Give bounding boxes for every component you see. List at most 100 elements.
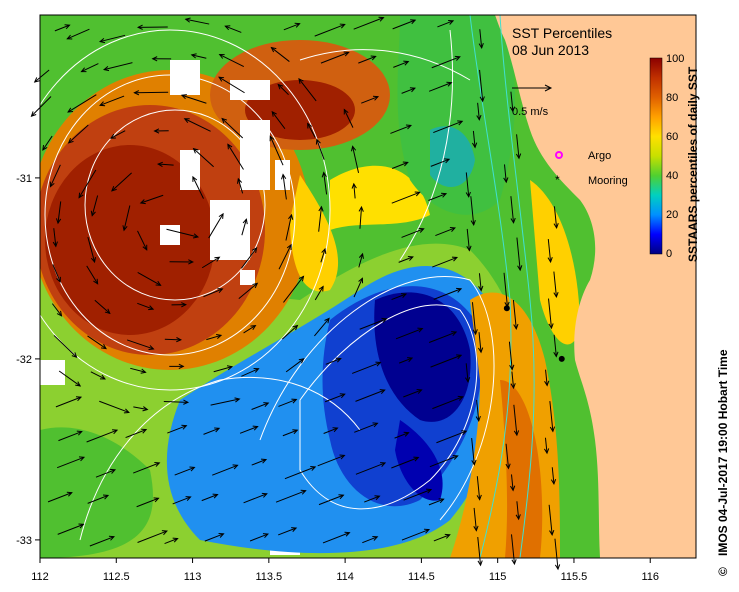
current-arrow bbox=[285, 214, 293, 241]
current-arrow-head bbox=[543, 448, 550, 455]
current-arrow bbox=[403, 389, 422, 398]
current-arrow bbox=[57, 201, 62, 224]
current-arrow-head bbox=[517, 265, 523, 272]
current-arrow bbox=[285, 358, 305, 373]
current-arrow-head bbox=[511, 559, 517, 566]
current-arrow bbox=[516, 501, 520, 520]
x-tick-label: 113 bbox=[184, 571, 202, 583]
colorbar: 100 80 60 40 20 0 SSTAARS percentiles of… bbox=[649, 53, 700, 262]
current-arrow-head bbox=[184, 17, 191, 23]
current-arrow-head bbox=[298, 77, 304, 84]
current-arrow-head bbox=[178, 363, 185, 370]
current-arrow bbox=[269, 136, 284, 166]
current-arrow-head bbox=[271, 110, 277, 117]
current-arrow-head bbox=[226, 365, 234, 371]
current-arrow-head bbox=[52, 241, 58, 248]
current-arrow-head bbox=[33, 77, 40, 83]
current-arrow-head bbox=[78, 456, 86, 462]
colorbar-label: SSTAARS percentiles of daily SST bbox=[686, 66, 700, 262]
current-arrow-head bbox=[343, 51, 350, 57]
current-arrow bbox=[111, 172, 132, 192]
current-arrow bbox=[278, 527, 297, 536]
x-tick-label: 112.5 bbox=[103, 571, 130, 583]
mooring-marker-icon: * bbox=[555, 173, 560, 187]
current-arrow-head bbox=[102, 66, 110, 72]
current-arrow bbox=[58, 431, 82, 442]
current-arrow bbox=[271, 47, 290, 62]
current-arrow bbox=[90, 371, 106, 380]
current-arrow-head bbox=[214, 256, 221, 262]
current-arrow bbox=[544, 437, 548, 454]
current-arrow-head bbox=[510, 217, 516, 224]
current-arrow-head bbox=[547, 257, 553, 264]
current-arrow bbox=[391, 293, 407, 301]
y-tick-label: -33 bbox=[16, 535, 32, 547]
current-arrow-head bbox=[298, 275, 305, 282]
current-arrow-head bbox=[449, 227, 456, 232]
legend: Argo * Mooring bbox=[555, 150, 628, 187]
current-arrow bbox=[324, 393, 345, 403]
current-arrow bbox=[391, 457, 419, 469]
current-arrow bbox=[548, 298, 552, 329]
y-tick-label: -32 bbox=[16, 354, 32, 366]
current-arrow bbox=[437, 20, 454, 28]
current-arrow bbox=[103, 62, 133, 71]
current-arrow-head bbox=[218, 54, 225, 59]
current-arrow-head bbox=[300, 489, 307, 495]
current-arrow-head bbox=[374, 495, 381, 501]
current-arrow-head bbox=[400, 293, 408, 298]
current-arrow-head bbox=[250, 324, 257, 331]
current-arrow-head bbox=[307, 122, 313, 129]
current-arrow bbox=[318, 494, 344, 506]
current-arrow-head bbox=[423, 528, 431, 534]
current-arrow bbox=[362, 536, 378, 544]
current-arrow-head bbox=[71, 352, 78, 358]
current-arrow-head bbox=[410, 19, 417, 25]
mooring-marker bbox=[558, 355, 565, 362]
current-arrow-head bbox=[76, 430, 83, 436]
current-arrow bbox=[320, 51, 349, 64]
map-title: SST Percentiles bbox=[512, 25, 612, 41]
current-arrow-head bbox=[315, 138, 321, 145]
current-arrow-head bbox=[291, 527, 298, 532]
current-arrow-head bbox=[66, 34, 73, 40]
current-arrow-head bbox=[446, 81, 453, 87]
current-arrow-head bbox=[286, 243, 292, 250]
current-arrow-head bbox=[503, 177, 509, 184]
current-arrow bbox=[511, 474, 514, 491]
current-arrow-head bbox=[339, 454, 346, 460]
current-arrow bbox=[479, 69, 484, 102]
current-arrow-head bbox=[318, 285, 324, 292]
current-arrow-head bbox=[358, 252, 364, 259]
current-arrow bbox=[78, 169, 97, 198]
current-arrow bbox=[353, 17, 384, 30]
current-arrow-head bbox=[66, 491, 73, 497]
current-arrow-head bbox=[155, 280, 162, 286]
current-arrow bbox=[94, 299, 111, 314]
credit-text: IMOS 04-Jul-2017 19:00 Hobart Time bbox=[716, 349, 730, 556]
current-arrow bbox=[548, 504, 553, 535]
current-arrow-head bbox=[318, 205, 324, 212]
current-arrow bbox=[394, 432, 409, 439]
current-arrow bbox=[428, 331, 457, 343]
current-arrow bbox=[470, 196, 475, 225]
current-arrow-head bbox=[441, 192, 448, 198]
current-arrow bbox=[67, 28, 90, 40]
current-arrow bbox=[393, 61, 409, 68]
current-arrow bbox=[282, 429, 298, 437]
current-arrow-head bbox=[476, 494, 482, 501]
current-arrow-head bbox=[548, 323, 554, 330]
colorbar-tick-100: 100 bbox=[666, 53, 684, 65]
colorbar-tick-40: 40 bbox=[666, 170, 678, 182]
current-arrow-head bbox=[181, 424, 188, 430]
current-arrow bbox=[391, 191, 420, 204]
colorbar-gradient bbox=[649, 57, 663, 255]
current-arrow bbox=[466, 228, 470, 251]
current-arrow bbox=[278, 398, 297, 407]
current-arrow-head bbox=[262, 533, 269, 539]
current-arrow-head bbox=[109, 133, 116, 139]
current-arrow-head bbox=[291, 398, 298, 404]
current-arrow-head bbox=[185, 496, 192, 501]
current-arrow bbox=[158, 163, 174, 166]
current-arrow-head bbox=[324, 317, 330, 324]
